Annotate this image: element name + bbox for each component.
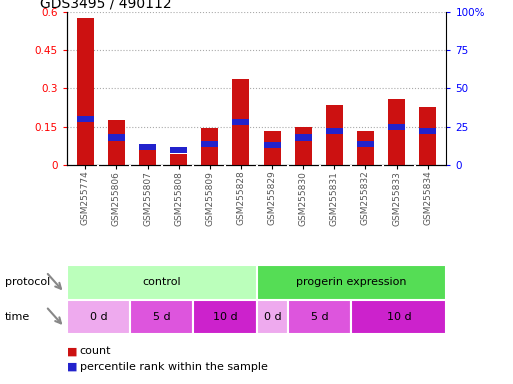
Bar (77, 116, 94, 122)
Bar (326, 105, 343, 165)
Text: GDS3495 / 490112: GDS3495 / 490112 (40, 0, 172, 10)
Text: 5 d: 5 d (311, 312, 329, 322)
Bar (170, 147, 187, 153)
Bar (264, 131, 281, 165)
Text: control: control (142, 277, 181, 287)
Bar (388, 124, 405, 130)
Bar (288, 300, 351, 334)
Text: protocol: protocol (5, 277, 50, 287)
Text: 0 d: 0 d (264, 312, 281, 322)
Bar (351, 300, 446, 334)
Bar (67, 265, 256, 300)
Bar (357, 131, 374, 165)
Bar (294, 127, 312, 165)
Bar (419, 128, 436, 134)
Bar (193, 300, 256, 334)
Bar (201, 128, 219, 165)
Bar (232, 119, 249, 125)
Text: percentile rank within the sample: percentile rank within the sample (80, 362, 267, 372)
Bar (294, 134, 312, 141)
Bar (264, 142, 281, 148)
Text: ■: ■ (67, 362, 77, 372)
Bar (170, 154, 187, 165)
Bar (419, 107, 436, 165)
Text: 5 d: 5 d (153, 312, 170, 322)
Bar (201, 141, 219, 147)
Bar (139, 149, 156, 165)
Text: ■: ■ (67, 346, 77, 356)
Bar (130, 300, 193, 334)
Bar (357, 141, 374, 147)
Text: time: time (5, 312, 30, 322)
Bar (108, 134, 125, 141)
Bar (232, 79, 249, 165)
Text: 10 d: 10 d (212, 312, 237, 322)
Bar (326, 128, 343, 134)
Bar (139, 144, 156, 150)
Bar (388, 99, 405, 165)
Text: 10 d: 10 d (386, 312, 411, 322)
Bar (108, 120, 125, 165)
Bar (77, 18, 94, 165)
Bar (67, 300, 130, 334)
Text: progerin expression: progerin expression (296, 277, 407, 287)
Text: 0 d: 0 d (89, 312, 107, 322)
Bar (256, 300, 288, 334)
Bar (256, 265, 446, 300)
Text: count: count (80, 346, 111, 356)
